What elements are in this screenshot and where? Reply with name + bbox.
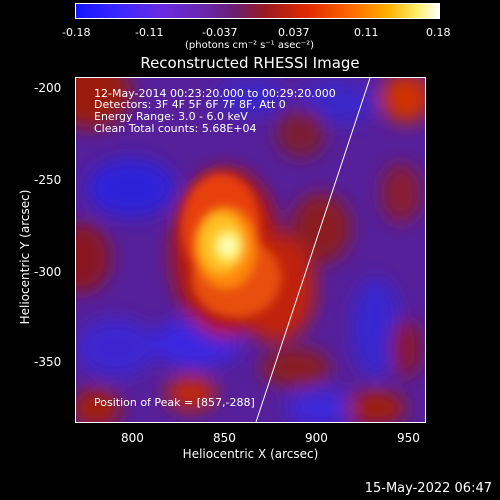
colorbar-tick: -0.11 xyxy=(135,26,164,39)
x-axis-label: Heliocentric X (arcsec) xyxy=(182,447,319,461)
plot-title: Reconstructed RHESSI Image xyxy=(140,54,360,72)
x-tick-label: 850 xyxy=(213,431,236,445)
peak-position: Position of Peak = [857,-288] xyxy=(94,396,255,409)
x-tick-label: 950 xyxy=(397,431,420,445)
info-energy-range: Energy Range: 3.0 - 6.0 keV xyxy=(94,110,248,123)
colorbar-tick: 0.11 xyxy=(354,26,379,39)
info-time-range: 12-May-2014 00:23:20.000 to 00:29:20.000 xyxy=(94,87,336,100)
y-tick-label: -250 xyxy=(34,173,62,187)
colorbar-tick: -0.18 xyxy=(62,26,91,39)
colorbar-tick: 0.18 xyxy=(426,26,451,39)
y-axis-label: Heliocentric Y (arcsec) xyxy=(18,189,32,325)
colorbar xyxy=(75,3,440,19)
colorbar-tick: 0.037 xyxy=(278,26,310,39)
colorbar-units: (photons cm⁻² s⁻¹ asec⁻²) xyxy=(185,40,315,51)
info-total-counts: Clean Total counts: 5.68E+04 xyxy=(94,122,257,135)
y-tick-label: -200 xyxy=(34,81,62,95)
plot-frame xyxy=(75,77,426,423)
footer-timestamp: 15-May-2022 06:47 xyxy=(364,481,492,496)
colorbar-tick: -0.037 xyxy=(202,26,238,39)
info-detectors: Detectors: 3F 4F 5F 6F 7F 8F, Att 0 xyxy=(94,98,286,111)
rhessi-image xyxy=(76,78,425,422)
x-tick-label: 900 xyxy=(305,431,328,445)
x-tick-label: 800 xyxy=(121,431,144,445)
y-tick-label: -350 xyxy=(34,355,62,369)
y-tick-label: -300 xyxy=(34,265,62,279)
